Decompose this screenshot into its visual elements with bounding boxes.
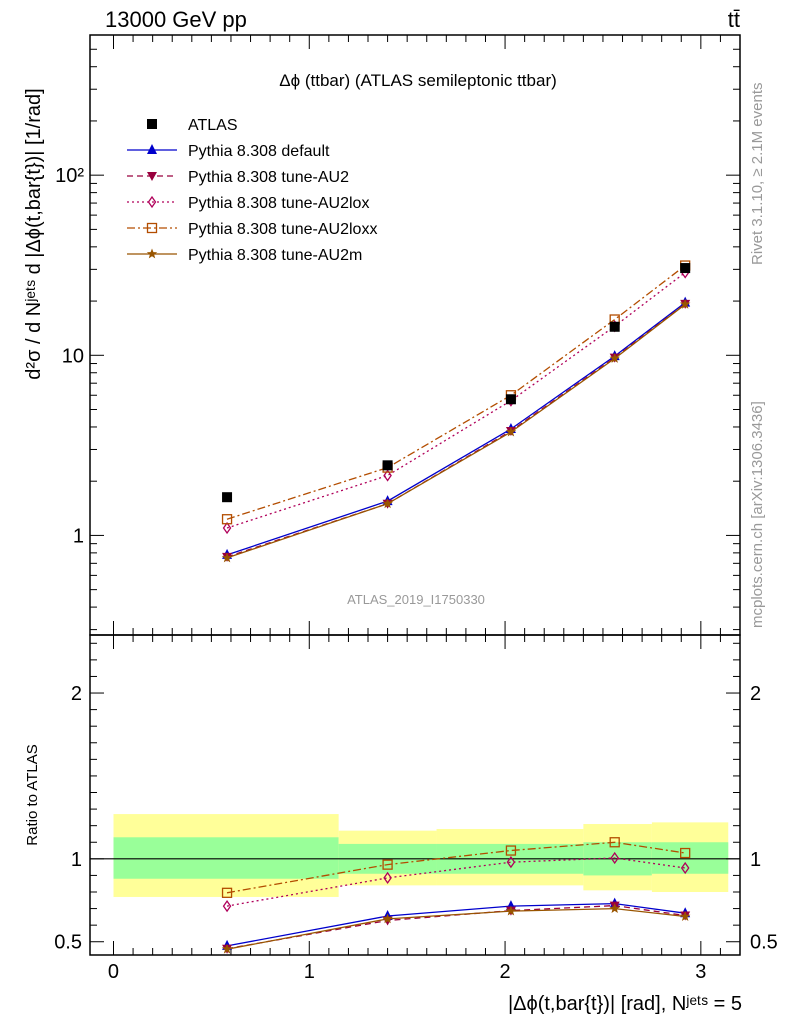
legend-label-3: Pythia 8.308 tune-AU2loxx: [188, 221, 377, 238]
ratio-point-3: [609, 837, 620, 848]
atlas-data-point: [382, 460, 393, 471]
inner-band: [113, 837, 339, 879]
process-label: tt̄: [728, 7, 740, 32]
ratio-point-2: [506, 856, 516, 869]
x-tick-label: 3: [695, 961, 706, 983]
series-point-4: [221, 552, 233, 563]
ratio-ylabel: Ratio to ATLAS: [24, 744, 41, 845]
series-line-2: [226, 271, 686, 529]
main-title: Δϕ (ttbar) (ATLAS semileptonic ttbar): [279, 71, 557, 90]
legend-label-0: Pythia 8.308 default: [188, 143, 330, 160]
main-series-layer: [221, 260, 691, 563]
series-point-4: [505, 426, 517, 437]
legend-label-4: Pythia 8.308 tune-AU2m: [188, 247, 362, 264]
ratio-y-tick-label-right: 1: [750, 849, 761, 871]
main-ylabel: d²σ / d Nʲᵉᵗˢ d |Δϕ(t,bar{t})| [1/rad]: [23, 88, 45, 379]
series-line-0: [226, 302, 686, 556]
ratio-point-2: [680, 861, 690, 875]
ratio-y-tick-label: 0.5: [54, 932, 82, 954]
atlas-data-point: [222, 492, 233, 503]
main-panel: 1 10 10² Δϕ (ttbar) (ATLAS semileptonic tt…: [23, 34, 741, 636]
ratio-uncertainty-bands: [90, 814, 740, 897]
ratio-line-4: [226, 907, 686, 950]
ratio-point-4: [679, 911, 691, 921]
series-line-3: [226, 264, 686, 520]
atlas-data-point: [680, 263, 691, 274]
ratio-point-3: [680, 847, 691, 859]
x-tick-label: 2: [499, 961, 510, 983]
legend-label-1: Pythia 8.308 tune-AU2: [188, 169, 349, 186]
ratio-frame: [89, 634, 741, 956]
legend-marker-3: [146, 222, 158, 234]
x-axis-label: |Δϕ(t,bar{t})| [rad], Nʲᵉᵗˢ = 5: [508, 993, 742, 1015]
rivet-label: Rivet 3.1.10, ≥ 2.1M events: [749, 83, 766, 266]
ratio-axis-ticks: 0 1 2 3 0.5 0.5 1 1 2 2: [54, 635, 778, 983]
legend-label-2: Pythia 8.308 tune-AU2lox: [188, 195, 369, 212]
ratio-point-2: [383, 871, 392, 885]
ratio-y-tick-label: 2: [71, 683, 82, 705]
series-point-2: [222, 521, 232, 535]
legend: ATLAS Pythia 8.308 default Pythia 8.308 tu…: [127, 117, 377, 264]
series-line-1: [226, 303, 686, 558]
ratio-point-3: [505, 845, 517, 856]
atlas-data-point: [505, 394, 516, 405]
ratio-panel: 0 1 2 3 0.5 0.5 1 1 2 2 Ratio to ATLAS |Δϕ(t,bar{…: [24, 634, 778, 1015]
series-point-2: [383, 469, 392, 482]
ratio-point-3: [382, 859, 393, 870]
ratio-point-4: [609, 903, 620, 913]
legend-marker-0: [147, 144, 157, 154]
ratio-point-2: [222, 899, 232, 913]
ratio-point-2: [610, 851, 619, 865]
legend-marker-1: [147, 172, 157, 181]
atlas-data-point: [609, 321, 620, 332]
series-point-4: [679, 298, 691, 309]
energy-label: 13000 GeV pp: [105, 7, 247, 32]
series-point-4: [609, 353, 620, 363]
series-line-4: [226, 303, 686, 559]
legend-marker-atlas: [147, 119, 157, 129]
x-tick-label: 1: [304, 961, 315, 983]
mcplots-label: mcplots.cern.ch [arXiv:1306.3436]: [749, 401, 766, 628]
y-tick-label: 10²: [55, 165, 84, 187]
legend-label-atlas: ATLAS: [188, 117, 238, 134]
y-tick-label: 10: [62, 345, 84, 367]
y-tick-label: 1: [73, 525, 84, 547]
ratio-point-4: [505, 905, 517, 916]
ratio-y-tick-label: 1: [71, 849, 82, 871]
ratio-line-3: [226, 841, 686, 894]
main-axis-ticks: 1 10 10²: [55, 34, 740, 635]
series-point-3: [221, 514, 233, 525]
x-tick-label: 0: [108, 961, 119, 983]
analysis-label: ATLAS_2019_I1750330: [347, 592, 485, 607]
ratio-y-tick-label-right: 2: [750, 683, 761, 705]
ratio-point-4: [221, 943, 233, 954]
ratio-point-3: [221, 887, 233, 898]
ratio-line-1: [226, 904, 686, 950]
ratio-point-4: [382, 913, 393, 924]
legend-marker-2: [147, 195, 157, 209]
series-point-4: [382, 498, 393, 509]
legend-marker-4: [146, 248, 158, 259]
ratio-y-tick-label-right: 0.5: [750, 932, 778, 954]
ratio-series-layer: [221, 837, 691, 954]
